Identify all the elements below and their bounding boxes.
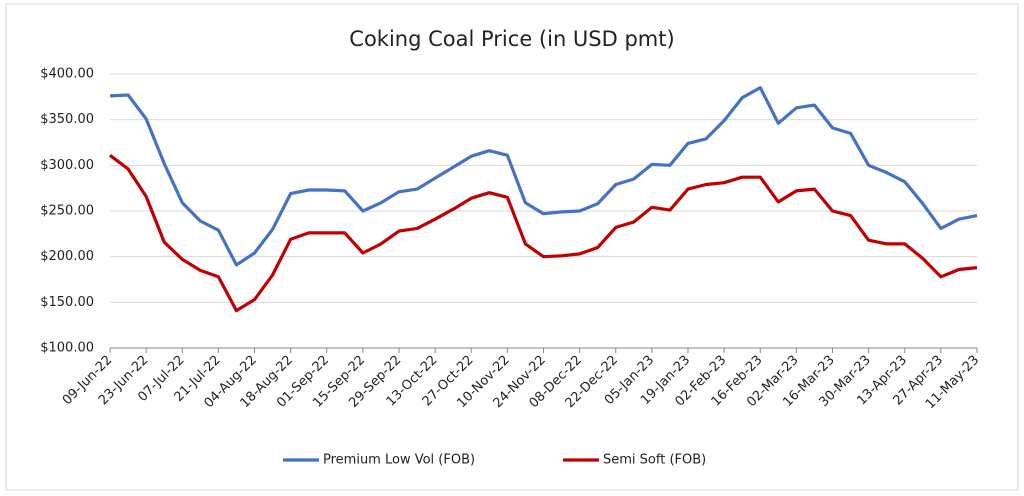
chart-title: Coking Coal Price (in USD pmt) (349, 27, 674, 51)
series-line (109, 86, 978, 267)
legend-label: Semi Soft (FOB) (603, 453, 706, 468)
y-tick-label: $200.00 (40, 249, 94, 264)
y-tick-label: $400.00 (40, 67, 94, 82)
y-tick-label: $100.00 (40, 341, 94, 356)
legend-label: Premium Low Vol (FOB) (323, 453, 475, 468)
y-tick-label: $250.00 (40, 204, 94, 219)
y-tick-label: $300.00 (40, 158, 94, 173)
chart-border (5, 3, 1019, 491)
y-tick-label: $150.00 (40, 295, 94, 310)
y-tick-label: $350.00 (40, 112, 94, 127)
series-line (109, 154, 978, 313)
